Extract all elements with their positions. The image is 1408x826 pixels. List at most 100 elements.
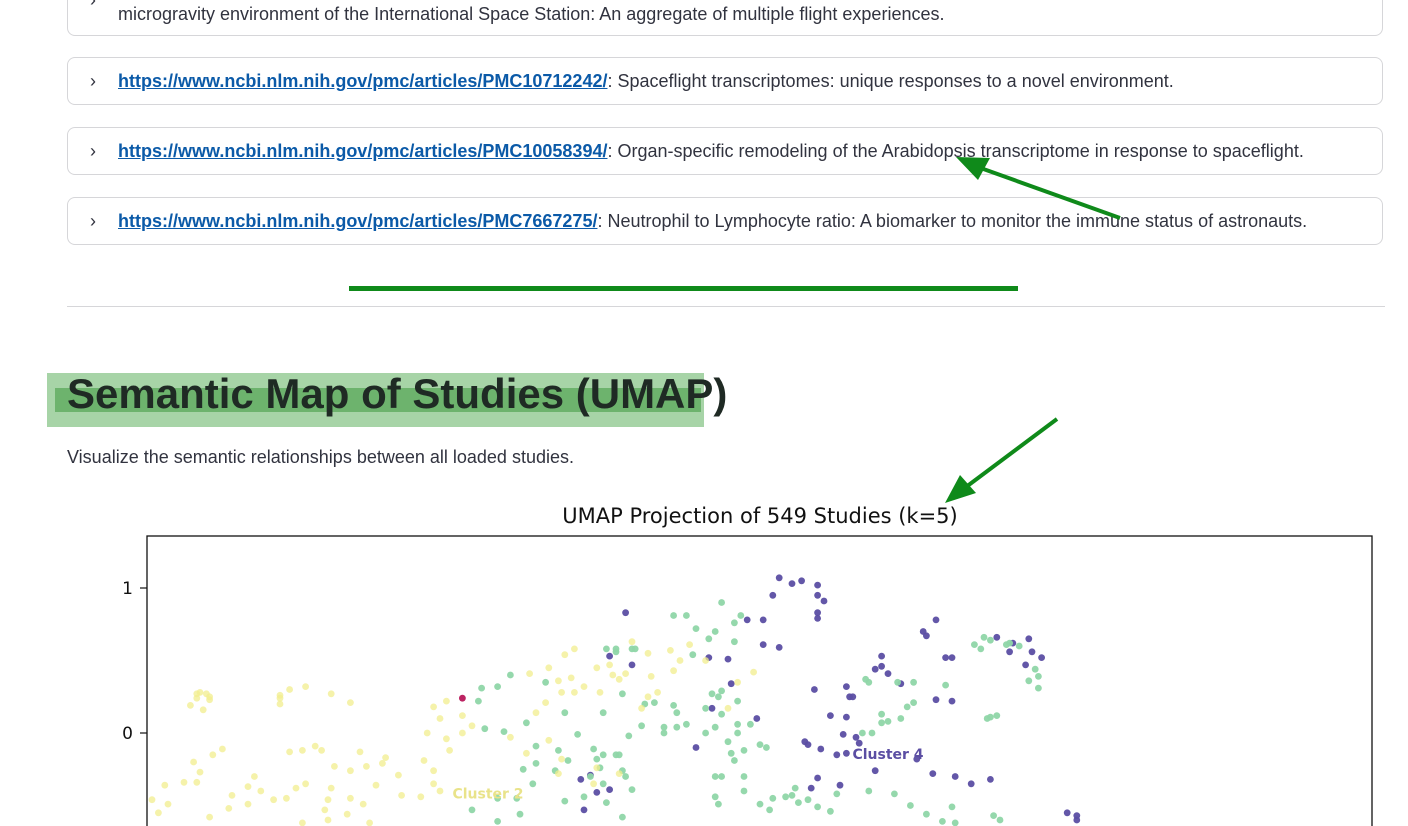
chevron-right-icon[interactable]: › [90, 71, 96, 91]
scatter-point-yellow [324, 796, 332, 804]
scatter-point-green [878, 710, 885, 718]
scatter-point-green [763, 744, 770, 751]
scatter-point-purple [814, 609, 821, 617]
scatter-point-green [715, 800, 722, 808]
scatter-point-purple [775, 574, 783, 582]
scatter-point-yellow [366, 819, 373, 826]
scatter-point-green [494, 794, 501, 802]
scatter-point-green [756, 741, 764, 748]
scatter-point-green [599, 751, 607, 759]
scatter-point-purple [827, 712, 834, 719]
scatter-point-yellow [283, 794, 290, 802]
scatter-point-yellow [615, 675, 623, 683]
scatter-point-green [615, 751, 623, 759]
scatter-point-purple [593, 789, 601, 796]
reference-link[interactable]: https://www.ncbi.nlm.nih.gov/pmc/article… [118, 71, 608, 91]
scatter-point-green [731, 619, 738, 627]
scatter-point-green [500, 728, 508, 735]
scatter-point-purple [1038, 654, 1045, 661]
scatter-point-green [599, 780, 607, 788]
scatter-point-purple [577, 776, 585, 783]
scatter-point-yellow [523, 749, 530, 757]
scatter-point-yellow [257, 787, 265, 795]
scatter-point-purple [843, 749, 850, 757]
scatter-point-green [529, 780, 537, 788]
reference-expander[interactable]: › microgravity environment of the Intern… [67, 0, 1383, 36]
chevron-right-icon[interactable]: › [90, 141, 96, 161]
expander-label: https://www.ncbi.nlm.nih.gov/pmc/article… [118, 140, 1372, 162]
scatter-point-yellow [244, 800, 252, 808]
scatter-point-green [948, 803, 956, 811]
scatter-point-yellow [148, 796, 156, 804]
scatter-point-green [903, 703, 911, 711]
scatter-point-green [891, 790, 898, 798]
scatter-point-yellow [193, 690, 201, 698]
scatter-point-green [519, 765, 527, 773]
scatter-point-green [715, 693, 722, 701]
scatter-point-yellow [644, 693, 652, 701]
scatter-point-purple [849, 693, 857, 701]
scatter-point-yellow [459, 712, 466, 719]
scatter-point-yellow [251, 773, 258, 780]
scatter-point-green [625, 732, 633, 740]
scatter-point-green [561, 709, 569, 717]
reference-link[interactable]: https://www.ncbi.nlm.nih.gov/pmc/article… [118, 211, 598, 231]
scatter-point-purple [932, 696, 940, 704]
section-divider [67, 306, 1385, 307]
scatter-point-green [737, 612, 745, 619]
scatter-point-green [782, 793, 789, 801]
scatter-point-green [977, 645, 985, 653]
umap-scatter-chart: UMAP Projection of 549 Studies (k=5) 10 … [122, 504, 1373, 826]
scatter-point-green [996, 816, 1004, 824]
reference-expander[interactable]: › https://www.ncbi.nlm.nih.gov/pmc/artic… [67, 57, 1383, 105]
scatter-point-green [740, 787, 748, 795]
scatter-point-purple [811, 686, 818, 693]
scatter-point-green [542, 678, 549, 686]
scatter-point-yellow [638, 704, 645, 712]
scatter-point-purple [606, 786, 613, 793]
scatter-point-green [689, 651, 697, 659]
scatter-point-yellow [164, 800, 172, 808]
scatter-point-green [603, 799, 610, 806]
scatter-point-yellow [628, 638, 636, 646]
scatter-point-green [923, 810, 930, 818]
scatter-point-green [711, 723, 719, 731]
scatter-point-yellow [532, 709, 540, 717]
scatter-point-green [734, 697, 741, 705]
scatter-point-purple [932, 616, 940, 624]
reference-title: : Organ-specific remodeling of the Arabi… [607, 141, 1304, 161]
scatter-point-yellow [647, 673, 655, 680]
scatter-point-yellow [558, 689, 565, 696]
scatter-point-purple [833, 751, 841, 759]
cluster-label: Cluster 2 [452, 786, 523, 802]
scatter-point-green [574, 731, 581, 738]
scatter-point-yellow [219, 745, 226, 753]
scatter-point-purple [839, 731, 847, 738]
scatter-point-yellow [196, 768, 204, 776]
scatter-point-yellow [430, 703, 437, 711]
scatter-point-green [532, 760, 540, 767]
expander-label: https://www.ncbi.nlm.nih.gov/pmc/article… [118, 70, 1372, 92]
scatter-point-yellow [545, 664, 553, 672]
reference-link[interactable]: https://www.ncbi.nlm.nih.gov/pmc/article… [118, 141, 608, 161]
scatter-point-green [910, 678, 917, 686]
scatter-point-green [702, 729, 709, 737]
scatter-point-yellow [382, 754, 389, 761]
scatter-point-green [711, 628, 719, 635]
scatter-point-green [705, 635, 713, 643]
chevron-right-icon[interactable]: › [90, 0, 96, 10]
scatter-point-green [1035, 684, 1042, 692]
scatter-point-purple [759, 641, 767, 648]
scatter-point-green [507, 671, 514, 679]
chevron-right-icon[interactable]: › [90, 211, 96, 231]
scatter-point-yellow [702, 657, 709, 664]
scatter-point-green [740, 747, 748, 754]
reference-expander[interactable]: › https://www.ncbi.nlm.nih.gov/pmc/artic… [67, 127, 1383, 175]
reference-expander[interactable]: › https://www.ncbi.nlm.nih.gov/pmc/artic… [67, 197, 1383, 245]
scatter-point-yellow [225, 805, 233, 812]
scatter-point-green [971, 641, 978, 648]
scatter-point-yellow [686, 641, 693, 648]
scatter-point-green [795, 799, 802, 806]
scatter-point-yellow [667, 647, 674, 654]
